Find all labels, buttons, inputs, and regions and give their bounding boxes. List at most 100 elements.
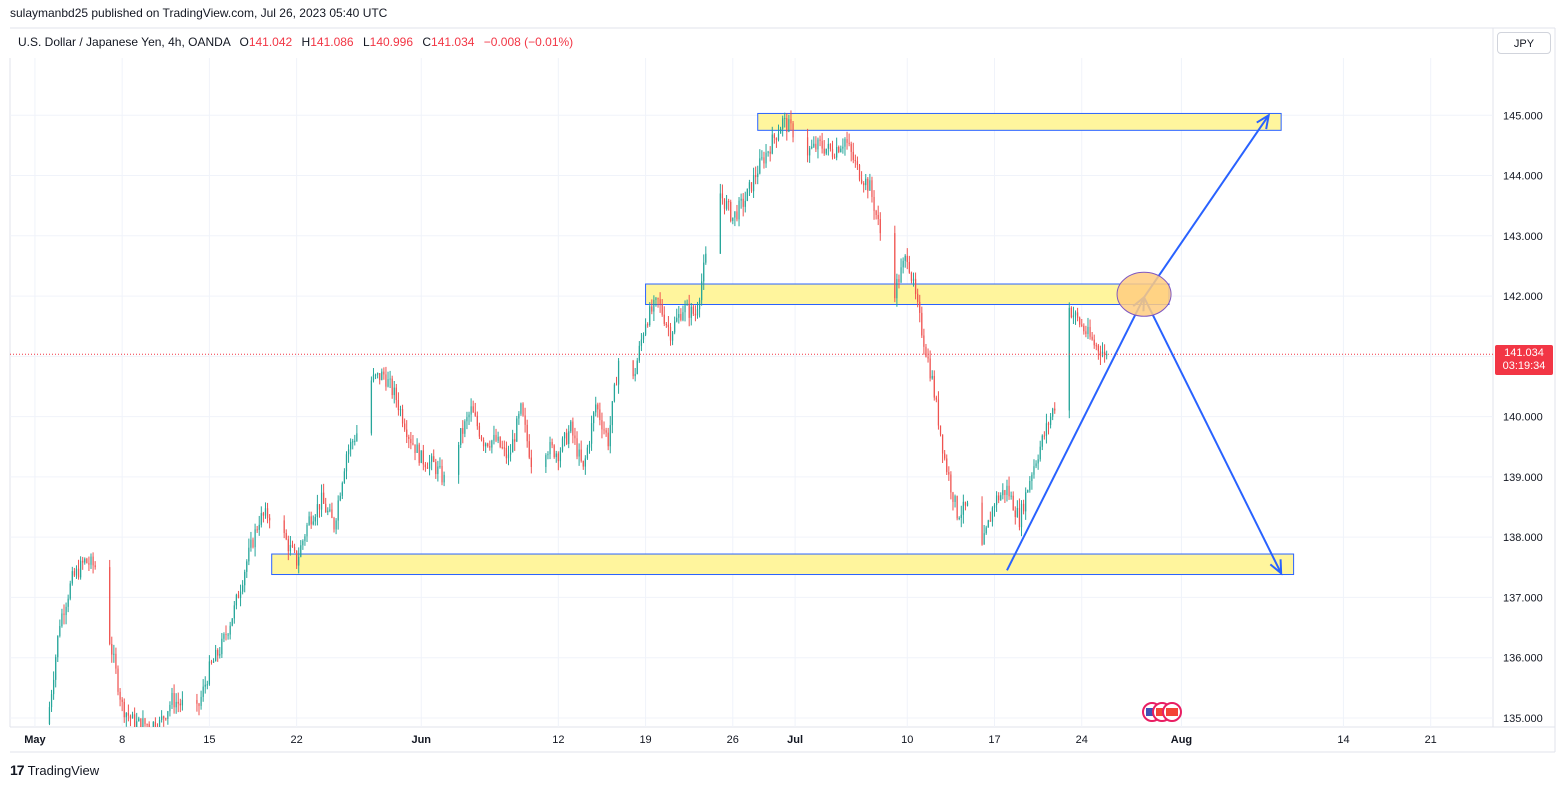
tradingview-logo-icon: 17 <box>10 762 25 778</box>
candle-body <box>485 443 487 447</box>
candle-body <box>374 374 377 376</box>
candle-body <box>1016 507 1018 517</box>
candle-body <box>57 635 59 658</box>
candle-body <box>676 317 678 322</box>
candle-body <box>580 449 582 461</box>
candle-body <box>327 510 329 513</box>
candle-body <box>235 594 238 606</box>
candle-body <box>169 704 171 712</box>
candle-body <box>983 533 985 545</box>
candle-body <box>404 423 406 430</box>
candle-body <box>1068 307 1070 411</box>
candle-body <box>408 437 410 439</box>
candle-body <box>904 255 906 261</box>
candle-body <box>858 165 861 180</box>
candle-body <box>356 433 358 441</box>
change-value: −0.008 (−0.01%) <box>483 35 574 49</box>
candle-body <box>910 272 913 281</box>
candle-body <box>397 399 400 411</box>
candle-body <box>617 360 620 385</box>
candle-body <box>352 441 354 443</box>
candle-body <box>516 418 518 442</box>
symbol-name: U.S. Dollar / Japanese Yen, 4h, OANDA <box>18 35 231 49</box>
candle-body <box>678 313 680 318</box>
candle-body <box>329 509 331 511</box>
candle-body <box>136 721 138 727</box>
candle-body <box>239 591 242 599</box>
footer-branding[interactable]: 17 TradingView <box>10 762 99 778</box>
candle-body <box>875 210 877 215</box>
candle-body <box>846 139 848 143</box>
candle-body <box>900 267 902 283</box>
candle-body <box>499 436 501 448</box>
candle-body <box>555 453 557 458</box>
candle-body <box>310 516 312 525</box>
candle-body <box>611 401 613 426</box>
candle-body <box>223 634 225 639</box>
candle-body <box>595 404 597 413</box>
candle-body <box>69 583 71 599</box>
candle-body <box>836 147 838 158</box>
candle-body <box>850 143 852 152</box>
candle-body <box>383 371 385 375</box>
candle-body <box>67 598 69 607</box>
candle-body <box>111 644 113 655</box>
candle-body <box>1012 495 1014 511</box>
candle-body <box>995 495 998 505</box>
candle-body <box>686 303 688 306</box>
candle-body <box>422 450 424 465</box>
candle-body <box>522 403 524 416</box>
candle-body <box>894 233 896 299</box>
candle-body <box>746 188 748 201</box>
candle-body <box>196 700 198 704</box>
candle-body <box>557 453 559 462</box>
candle-body <box>854 159 856 162</box>
candle-body <box>545 455 547 467</box>
candle-body <box>815 143 817 150</box>
candle-body <box>125 712 127 718</box>
candle-body <box>659 299 661 305</box>
candle-body <box>507 454 510 459</box>
candle-body <box>661 304 663 315</box>
candle-body <box>472 406 474 413</box>
candle-body <box>1054 408 1056 411</box>
candle-body <box>568 431 570 444</box>
candle-body <box>586 447 589 459</box>
candle-body <box>221 638 223 655</box>
candle-body <box>593 412 595 424</box>
candle-body <box>867 178 869 191</box>
candle-body <box>59 625 61 636</box>
candle-body <box>256 529 258 531</box>
candle-body <box>52 679 55 695</box>
candle-body <box>871 180 873 197</box>
candle-body <box>412 443 414 445</box>
candle-body <box>416 444 418 453</box>
candle-body <box>852 151 854 160</box>
candle-body <box>202 686 204 697</box>
candle-body <box>636 360 638 374</box>
candle-body <box>1049 416 1052 425</box>
candle-body <box>244 571 246 586</box>
candle-body <box>1014 510 1016 517</box>
time-tick-label: 12 <box>552 734 564 746</box>
candle-body <box>559 451 562 462</box>
candle-body <box>765 152 767 164</box>
candle-body <box>788 119 790 132</box>
candle-body <box>77 568 80 578</box>
candle-body <box>200 696 202 706</box>
candle-body <box>821 140 823 149</box>
candle-body <box>121 699 123 702</box>
candle-body <box>387 379 389 387</box>
candle-body <box>786 118 788 132</box>
currency-button[interactable]: JPY <box>1497 32 1551 54</box>
candle-body <box>856 161 859 166</box>
candle-body <box>605 430 607 433</box>
candle-body <box>653 299 655 312</box>
candle-body <box>86 558 88 564</box>
candle-body <box>350 441 352 450</box>
candle-body <box>962 501 964 515</box>
price-tick-label: 139.000 <box>1503 472 1543 484</box>
candle-body <box>939 425 942 435</box>
candle-body <box>906 255 908 263</box>
